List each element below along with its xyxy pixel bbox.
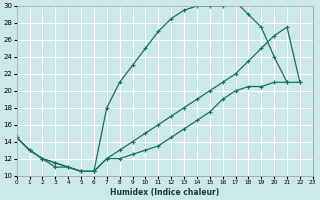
X-axis label: Humidex (Indice chaleur): Humidex (Indice chaleur) — [110, 188, 219, 197]
